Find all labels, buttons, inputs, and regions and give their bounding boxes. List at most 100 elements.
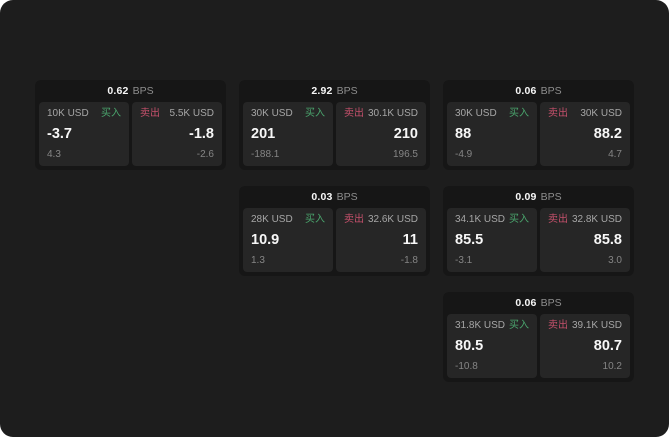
buy-side-label: 买入 bbox=[101, 108, 121, 119]
quote-panels: 34.1K USD 买入 85.5 -3.1 卖出 32.8K USD 85.8… bbox=[443, 208, 634, 276]
bps-header: 2.92 BPS bbox=[239, 80, 430, 102]
bps-unit-label: BPS bbox=[540, 85, 562, 97]
sell-amount: 32.6K USD bbox=[367, 214, 418, 225]
bps-unit-label: BPS bbox=[336, 191, 358, 203]
bps-value: 0.62 bbox=[107, 85, 129, 97]
quote-card: 2.92 BPS 30K USD 买入 201 -188.1 卖出 30.1K … bbox=[239, 80, 430, 170]
buy-panel-header: 30K USD 买入 bbox=[455, 109, 529, 119]
sell-price: -1.8 bbox=[189, 126, 214, 143]
bps-value: 0.03 bbox=[311, 191, 333, 203]
sell-quote-panel[interactable]: 卖出 5.5K USD -1.8 -2.6 bbox=[132, 102, 222, 166]
sell-amount: 39.1K USD bbox=[571, 320, 622, 331]
buy-panel-header: 28K USD 买入 bbox=[251, 215, 325, 225]
buy-panel-header: 30K USD 买入 bbox=[251, 109, 325, 119]
sell-side-label: 卖出 bbox=[344, 108, 364, 119]
sell-panel-header: 卖出 32.8K USD bbox=[548, 215, 622, 225]
sell-quote-panel[interactable]: 卖出 32.8K USD 85.8 3.0 bbox=[540, 208, 630, 272]
sell-side-label: 卖出 bbox=[548, 214, 568, 225]
bps-unit-label: BPS bbox=[132, 85, 154, 97]
bps-value: 2.92 bbox=[311, 85, 333, 97]
quote-card: 0.06 BPS 30K USD 买入 88 -4.9 卖出 30K USD 8… bbox=[443, 80, 634, 170]
buy-sub-value: 4.3 bbox=[47, 149, 61, 160]
buy-quote-panel[interactable]: 30K USD 买入 88 -4.9 bbox=[447, 102, 537, 166]
buy-amount: 34.1K USD bbox=[455, 214, 506, 225]
sell-quote-panel[interactable]: 卖出 30K USD 88.2 4.7 bbox=[540, 102, 630, 166]
sell-quote-panel[interactable]: 卖出 30.1K USD 210 196.5 bbox=[336, 102, 426, 166]
buy-side-label: 买入 bbox=[305, 108, 325, 119]
quote-panels: 28K USD 买入 10.9 1.3 卖出 32.6K USD 11 -1.8 bbox=[239, 208, 430, 276]
buy-price: 201 bbox=[251, 126, 276, 143]
sell-price: 11 bbox=[402, 232, 418, 249]
bps-unit-label: BPS bbox=[540, 191, 562, 203]
sell-amount: 32.8K USD bbox=[571, 214, 622, 225]
quote-panels: 31.8K USD 买入 80.5 -10.8 卖出 39.1K USD 80.… bbox=[443, 314, 634, 382]
buy-price: 80.5 bbox=[455, 338, 484, 355]
buy-sub-value: -3.1 bbox=[455, 255, 473, 266]
quote-panels: 30K USD 买入 88 -4.9 卖出 30K USD 88.2 4.7 bbox=[443, 102, 634, 170]
buy-sub-value: -4.9 bbox=[455, 149, 473, 160]
buy-quote-panel[interactable]: 30K USD 买入 201 -188.1 bbox=[243, 102, 333, 166]
sell-panel-header: 卖出 30K USD bbox=[548, 109, 622, 119]
buy-side-label: 买入 bbox=[509, 320, 529, 331]
sell-sub-value: 3.0 bbox=[608, 255, 622, 266]
bps-value: 0.09 bbox=[515, 191, 537, 203]
sell-sub-value: 10.2 bbox=[602, 361, 622, 372]
bps-unit-label: BPS bbox=[336, 85, 358, 97]
sell-side-label: 卖出 bbox=[548, 108, 568, 119]
bps-header: 0.06 BPS bbox=[443, 80, 634, 102]
sell-quote-panel[interactable]: 卖出 39.1K USD 80.7 10.2 bbox=[540, 314, 630, 378]
buy-price: 10.9 bbox=[251, 232, 280, 249]
sell-amount: 30K USD bbox=[580, 108, 622, 119]
buy-sub-value: -10.8 bbox=[455, 361, 478, 372]
sell-panel-header: 卖出 39.1K USD bbox=[548, 321, 622, 331]
sell-panel-header: 卖出 5.5K USD bbox=[140, 109, 214, 119]
buy-quote-panel[interactable]: 10K USD 买入 -3.7 4.3 bbox=[39, 102, 129, 166]
quote-card: 0.06 BPS 31.8K USD 买入 80.5 -10.8 卖出 39.1… bbox=[443, 292, 634, 382]
buy-sub-value: -188.1 bbox=[251, 149, 280, 160]
sell-sub-value: 196.5 bbox=[392, 149, 418, 160]
sell-side-label: 卖出 bbox=[140, 108, 160, 119]
sell-price: 88.2 bbox=[593, 126, 622, 143]
sell-panel-header: 卖出 30.1K USD bbox=[344, 109, 418, 119]
buy-side-label: 买入 bbox=[509, 108, 529, 119]
sell-sub-value: -2.6 bbox=[196, 149, 214, 160]
buy-panel-header: 31.8K USD 买入 bbox=[455, 321, 529, 331]
sell-sub-value: 4.7 bbox=[608, 149, 622, 160]
buy-quote-panel[interactable]: 31.8K USD 买入 80.5 -10.8 bbox=[447, 314, 537, 378]
sell-amount: 30.1K USD bbox=[367, 108, 418, 119]
bps-header: 0.06 BPS bbox=[443, 292, 634, 314]
buy-side-label: 买入 bbox=[509, 214, 529, 225]
buy-amount: 30K USD bbox=[455, 108, 497, 119]
buy-quote-panel[interactable]: 28K USD 买入 10.9 1.3 bbox=[243, 208, 333, 272]
sell-sub-value: -1.8 bbox=[400, 255, 418, 266]
buy-amount: 31.8K USD bbox=[455, 320, 506, 331]
quote-card: 0.03 BPS 28K USD 买入 10.9 1.3 卖出 32.6K US… bbox=[239, 186, 430, 276]
sell-price: 85.8 bbox=[593, 232, 622, 249]
buy-panel-header: 34.1K USD 买入 bbox=[455, 215, 529, 225]
bps-unit-label: BPS bbox=[540, 297, 562, 309]
buy-amount: 30K USD bbox=[251, 108, 293, 119]
buy-panel-header: 10K USD 买入 bbox=[47, 109, 121, 119]
buy-amount: 10K USD bbox=[47, 108, 89, 119]
buy-price: 85.5 bbox=[455, 232, 484, 249]
bps-header: 0.09 BPS bbox=[443, 186, 634, 208]
buy-quote-panel[interactable]: 34.1K USD 买入 85.5 -3.1 bbox=[447, 208, 537, 272]
buy-sub-value: 1.3 bbox=[251, 255, 265, 266]
sell-quote-panel[interactable]: 卖出 32.6K USD 11 -1.8 bbox=[336, 208, 426, 272]
sell-amount: 5.5K USD bbox=[169, 108, 214, 119]
sell-side-label: 卖出 bbox=[548, 320, 568, 331]
sell-price: 80.7 bbox=[593, 338, 622, 355]
buy-price: 88 bbox=[455, 126, 472, 143]
quote-card: 0.62 BPS 10K USD 买入 -3.7 4.3 卖出 5.5K USD… bbox=[35, 80, 226, 170]
buy-side-label: 买入 bbox=[305, 214, 325, 225]
buy-amount: 28K USD bbox=[251, 214, 293, 225]
buy-price: -3.7 bbox=[47, 126, 72, 143]
bps-value: 0.06 bbox=[515, 297, 537, 309]
bps-header: 0.03 BPS bbox=[239, 186, 430, 208]
bps-value: 0.06 bbox=[515, 85, 537, 97]
sell-side-label: 卖出 bbox=[344, 214, 364, 225]
bps-header: 0.62 BPS bbox=[35, 80, 226, 102]
quote-card: 0.09 BPS 34.1K USD 买入 85.5 -3.1 卖出 32.8K… bbox=[443, 186, 634, 276]
sell-panel-header: 卖出 32.6K USD bbox=[344, 215, 418, 225]
